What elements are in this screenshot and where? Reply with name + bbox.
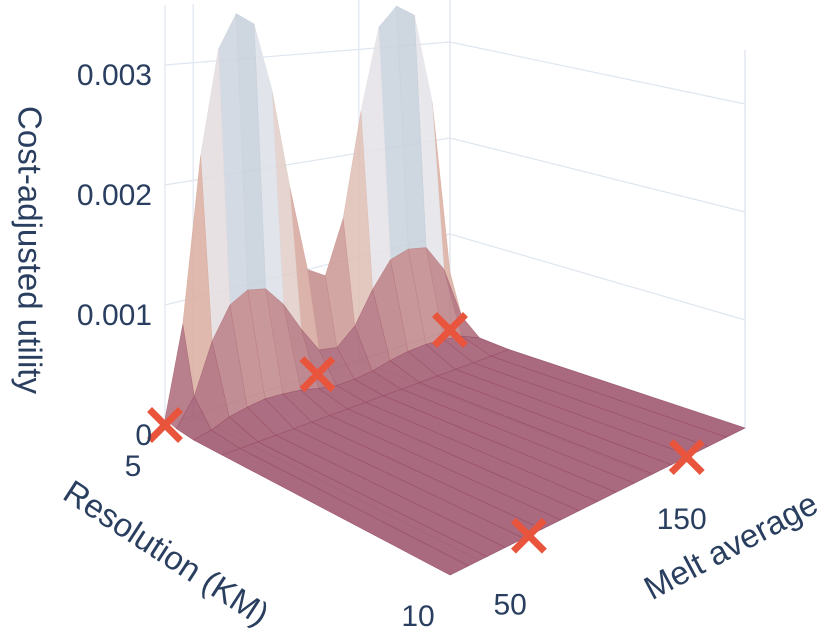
z-grid-line [449,41,746,105]
marker-x [510,517,547,554]
z-tick-label: 0.001 [77,299,152,332]
z-tick-label: 0.002 [77,179,152,212]
markers [147,312,705,554]
z-grid-line [449,233,746,321]
marker-stroke [432,312,468,348]
marker-stroke [147,407,183,443]
marker-stroke [510,517,547,554]
x-axis-title: Resolution (KM) [57,473,276,633]
surface-patch [221,448,470,576]
x-tick-label: 5 [125,450,142,483]
z-tick-label: 0.003 [77,59,152,92]
y-tick-label: 50 [493,588,526,621]
z-tick-label: 0 [135,419,152,452]
y-tick-label: 150 [657,503,707,536]
marker-x [668,439,705,476]
z-axis-title: Cost-adjusted utility [11,106,48,394]
axis-labels: 0 0.001 0.002 0.003 5 10 50 150 [77,59,707,633]
marker-stroke [299,356,336,393]
marker-stroke [668,439,705,476]
surface [164,5,746,576]
marker-x [432,312,468,348]
x-tick-label: 10 [401,600,434,633]
marker-x [147,407,183,443]
z-grid-line [449,137,746,213]
marker-x [299,356,336,393]
